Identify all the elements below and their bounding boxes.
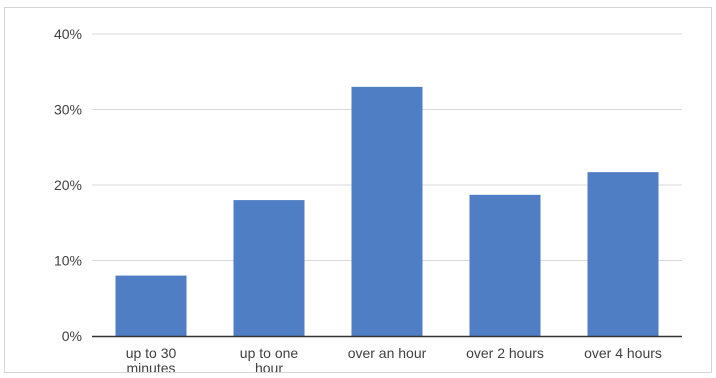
x-axis-tick-labels: up to 30 minutes up to one hour over an hour… — [126, 345, 662, 376]
y-tick-label-20: 20% — [54, 177, 82, 193]
bars — [115, 86, 659, 336]
bar-5 — [587, 172, 659, 336]
y-axis-tick-labels: 0% 10% 20% 30% 40% — [54, 26, 82, 344]
x-tick-label-2: up to one hour — [240, 345, 299, 372]
x-tick-label-1: up to 30 minutes — [126, 345, 177, 372]
chart-frame: 0% 10% 20% 30% 40% up to 30 minutes up to one h… — [4, 7, 712, 376]
y-tick-label-10: 10% — [54, 253, 82, 269]
y-tick-label-30: 30% — [54, 102, 82, 118]
bar-3 — [351, 86, 423, 336]
y-tick-label-0: 0% — [62, 328, 82, 344]
x-tick-label-3: over an hour — [348, 345, 427, 361]
x-tick-label-5: over 4 hours — [584, 345, 662, 361]
bar-chart: 0% 10% 20% 30% 40% up to 30 minutes up to one h… — [54, 26, 682, 376]
x-tick-label-4: over 2 hours — [466, 345, 544, 361]
bar-4 — [469, 194, 541, 336]
bar-2 — [233, 200, 305, 336]
y-tick-label-40: 40% — [54, 26, 82, 42]
bar-1 — [115, 275, 187, 336]
